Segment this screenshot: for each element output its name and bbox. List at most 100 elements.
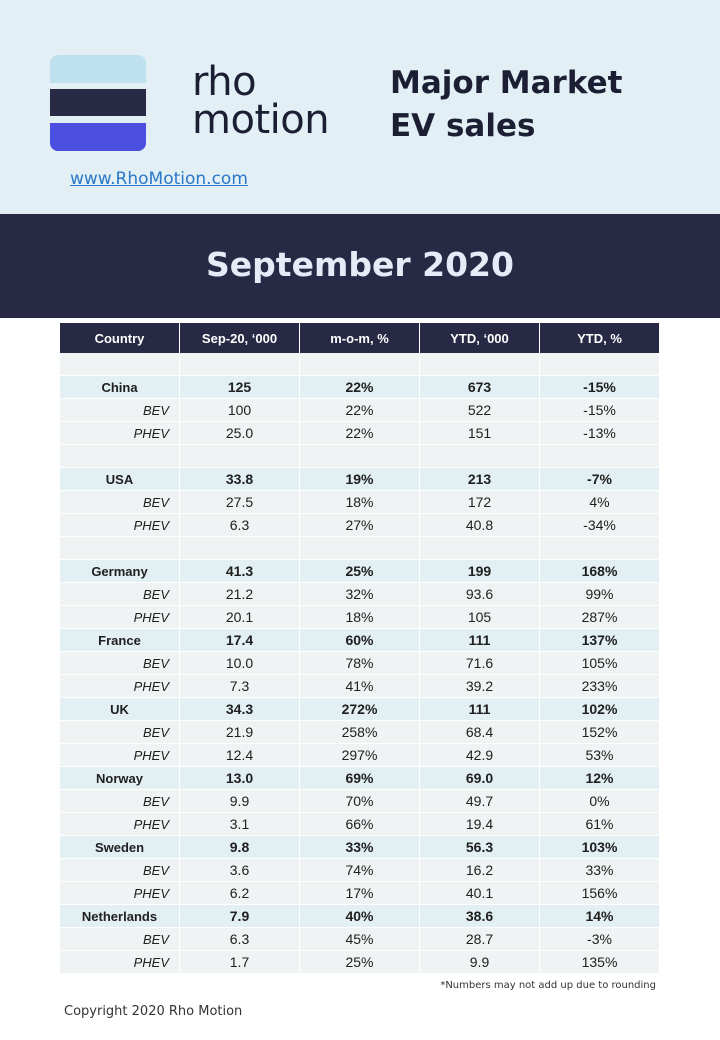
powertrain-row: PHEV 3.1 66% 19.4 61% — [60, 813, 659, 836]
country-cell: PHEV — [60, 606, 179, 629]
ev-sales-table: Country Sep-20, ‘000 m-o-m, % YTD, ‘000 … — [59, 323, 660, 974]
mom-cell: 18% — [300, 606, 419, 629]
country-cell — [60, 353, 179, 376]
sep-20-cell: 20.1 — [180, 606, 299, 629]
mom-cell: 258% — [300, 721, 419, 744]
ytd-pct-cell: 33% — [540, 859, 659, 882]
sep-20-cell: 3.6 — [180, 859, 299, 882]
mom-cell: 45% — [300, 928, 419, 951]
ytd-units-cell: 69.0 — [420, 767, 539, 790]
mom-cell: 25% — [300, 560, 419, 583]
country-cell: Norway — [60, 767, 179, 790]
copyright-text: Copyright 2020 Rho Motion — [64, 1004, 243, 1019]
powertrain-row: PHEV 20.1 18% 105 287% — [60, 606, 659, 629]
sep-20-cell — [180, 445, 299, 468]
country-row: Germany 41.3 25% 199 168% — [60, 560, 659, 583]
sep-20-cell: 41.3 — [180, 560, 299, 583]
sep-20-cell: 12.4 — [180, 744, 299, 767]
logo-mark — [50, 55, 146, 151]
sep-20-cell: 3.1 — [180, 813, 299, 836]
ytd-units-cell — [420, 445, 539, 468]
sep-20-cell: 7.9 — [180, 905, 299, 928]
country-row: Norway 13.0 69% 69.0 12% — [60, 767, 659, 790]
column-header-mom: m-o-m, % — [300, 323, 419, 353]
ytd-units-cell: 105 — [420, 606, 539, 629]
ytd-units-cell: 213 — [420, 468, 539, 491]
mom-cell — [300, 537, 419, 560]
ytd-pct-cell — [540, 353, 659, 376]
ytd-units-cell: 673 — [420, 376, 539, 399]
ytd-pct-cell: 14% — [540, 905, 659, 928]
spacer-row — [60, 353, 659, 376]
mom-cell: 18% — [300, 491, 419, 514]
mom-cell: 297% — [300, 744, 419, 767]
ytd-pct-cell: -34% — [540, 514, 659, 537]
country-cell: BEV — [60, 790, 179, 813]
sep-20-cell: 13.0 — [180, 767, 299, 790]
ytd-units-cell: 68.4 — [420, 721, 539, 744]
mom-cell: 22% — [300, 376, 419, 399]
ytd-units-cell — [420, 537, 539, 560]
ytd-pct-cell: 4% — [540, 491, 659, 514]
ytd-pct-cell: 53% — [540, 744, 659, 767]
sep-20-cell: 33.8 — [180, 468, 299, 491]
ytd-units-cell: 71.6 — [420, 652, 539, 675]
powertrain-row: PHEV 25.0 22% 151 -13% — [60, 422, 659, 445]
website-link[interactable]: www.RhoMotion.com — [70, 169, 248, 189]
ytd-pct-cell — [540, 445, 659, 468]
ytd-pct-cell: 102% — [540, 698, 659, 721]
sep-20-cell: 1.7 — [180, 951, 299, 974]
spacer-row — [60, 445, 659, 468]
sep-20-cell: 21.2 — [180, 583, 299, 606]
country-cell: Sweden — [60, 836, 179, 859]
powertrain-row: BEV 3.6 74% 16.2 33% — [60, 859, 659, 882]
ytd-units-cell: 93.6 — [420, 583, 539, 606]
country-cell: BEV — [60, 859, 179, 882]
logo-bar-light — [50, 55, 146, 83]
sep-20-cell: 6.3 — [180, 514, 299, 537]
powertrain-row: BEV 9.9 70% 49.7 0% — [60, 790, 659, 813]
ytd-pct-cell: 152% — [540, 721, 659, 744]
sep-20-cell — [180, 537, 299, 560]
sep-20-cell: 34.3 — [180, 698, 299, 721]
country-row: China 125 22% 673 -15% — [60, 376, 659, 399]
mom-cell: 41% — [300, 675, 419, 698]
country-cell: Germany — [60, 560, 179, 583]
mom-cell: 272% — [300, 698, 419, 721]
mom-cell: 22% — [300, 422, 419, 445]
country-row: Sweden 9.8 33% 56.3 103% — [60, 836, 659, 859]
sep-20-cell: 10.0 — [180, 652, 299, 675]
country-cell: BEV — [60, 721, 179, 744]
title-line-2: EV sales — [390, 108, 536, 144]
country-cell: PHEV — [60, 675, 179, 698]
ytd-units-cell: 19.4 — [420, 813, 539, 836]
powertrain-row: BEV 100 22% 522 -15% — [60, 399, 659, 422]
sep-20-cell: 6.2 — [180, 882, 299, 905]
ytd-units-cell: 49.7 — [420, 790, 539, 813]
ytd-units-cell: 16.2 — [420, 859, 539, 882]
column-header-sep-20: Sep-20, ‘000 — [180, 323, 299, 353]
ytd-pct-cell: -7% — [540, 468, 659, 491]
ytd-units-cell: 39.2 — [420, 675, 539, 698]
country-cell: BEV — [60, 652, 179, 675]
country-cell — [60, 445, 179, 468]
powertrain-row: BEV 21.9 258% 68.4 152% — [60, 721, 659, 744]
ytd-units-cell: 38.6 — [420, 905, 539, 928]
country-cell: USA — [60, 468, 179, 491]
ytd-pct-cell: 156% — [540, 882, 659, 905]
ytd-pct-cell: -13% — [540, 422, 659, 445]
brand-logotype: rho motion — [192, 62, 372, 140]
powertrain-row: PHEV 7.3 41% 39.2 233% — [60, 675, 659, 698]
ytd-units-cell: 56.3 — [420, 836, 539, 859]
ytd-pct-cell: -3% — [540, 928, 659, 951]
country-cell: PHEV — [60, 951, 179, 974]
ytd-units-cell: 40.8 — [420, 514, 539, 537]
sep-20-cell: 9.9 — [180, 790, 299, 813]
country-cell: Netherlands — [60, 905, 179, 928]
rounding-footnote: *Numbers may not add up due to rounding — [440, 980, 656, 991]
ytd-pct-cell: -15% — [540, 399, 659, 422]
mom-cell — [300, 353, 419, 376]
country-cell: China — [60, 376, 179, 399]
ytd-pct-cell: 61% — [540, 813, 659, 836]
ytd-pct-cell: 233% — [540, 675, 659, 698]
